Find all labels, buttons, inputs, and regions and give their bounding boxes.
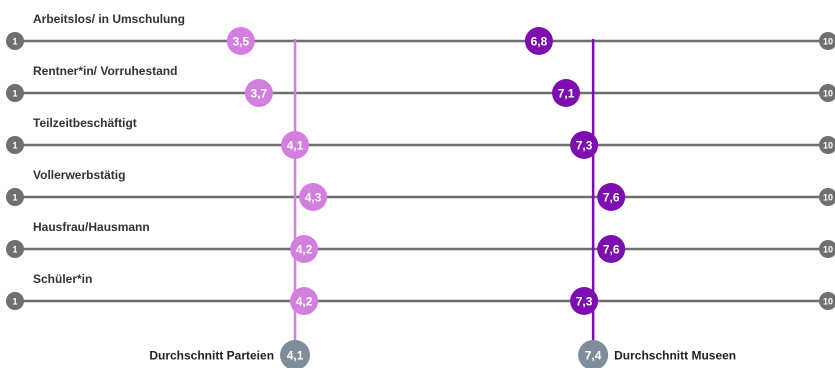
value-bubble-museen xyxy=(597,235,626,263)
value-label-museen: 7,6 xyxy=(603,243,620,257)
value-label-parteien: 3,7 xyxy=(251,87,268,101)
value-bubble-parteien xyxy=(226,27,255,55)
value-label-parteien: 4,2 xyxy=(296,243,313,257)
value-label-parteien: 3,5 xyxy=(232,35,249,49)
scale-min-marker xyxy=(6,136,24,154)
value-label-museen: 7,3 xyxy=(576,295,593,309)
scale-min-marker xyxy=(6,292,24,310)
value-label-parteien: 4,1 xyxy=(287,139,304,153)
average-value-parteien: 4,1 xyxy=(287,349,304,363)
average-value-museen: 7,4 xyxy=(585,349,602,363)
value-label-museen: 7,1 xyxy=(558,87,575,101)
row-label: Vollerwerbstätig xyxy=(33,168,125,182)
scale-max-marker xyxy=(819,32,835,50)
value-label-parteien: 4,3 xyxy=(305,191,322,205)
scale-max-marker xyxy=(819,136,835,154)
scale-min-label: 1 xyxy=(12,297,17,307)
value-bubble-parteien xyxy=(290,235,319,263)
row-label: Hausfrau/Hausmann xyxy=(33,220,150,234)
value-bubble-parteien xyxy=(290,287,319,315)
scale-min-marker xyxy=(6,84,24,102)
scale-max-marker xyxy=(819,292,835,310)
value-bubble-parteien xyxy=(281,131,310,159)
value-bubble-museen xyxy=(570,287,599,315)
value-bubble-museen xyxy=(552,79,581,107)
row-label: Rentner*in/ Vorruhestand xyxy=(33,64,177,78)
value-label-parteien: 4,2 xyxy=(296,295,313,309)
scale-min-marker xyxy=(6,240,24,258)
value-label-museen: 7,3 xyxy=(576,139,593,153)
scale-min-label: 1 xyxy=(12,89,17,99)
row-label: Teilzeitbeschäftigt xyxy=(33,116,137,130)
value-label-museen: 7,6 xyxy=(603,191,620,205)
value-label-museen: 6,8 xyxy=(531,35,548,49)
row-label: Arbeitslos/ in Umschulung xyxy=(33,12,185,26)
average-marker-parteien xyxy=(280,340,311,368)
scale-min-label: 1 xyxy=(12,141,17,151)
scale-min-label: 1 xyxy=(12,193,17,203)
scale-max-label: 10 xyxy=(823,297,833,307)
value-bubble-parteien xyxy=(299,183,328,211)
scale-min-label: 1 xyxy=(12,37,17,47)
scale-min-marker xyxy=(6,32,24,50)
average-label-parteien: Durchschnitt Parteien xyxy=(149,349,274,363)
scale-min-marker xyxy=(6,188,24,206)
scale-max-label: 10 xyxy=(823,193,833,203)
scale-min-label: 1 xyxy=(12,245,17,255)
scale-max-marker xyxy=(819,240,835,258)
average-label-museen: Durchschnitt Museen xyxy=(614,349,736,363)
value-bubble-museen xyxy=(597,183,626,211)
scale-max-label: 10 xyxy=(823,245,833,255)
scale-max-marker xyxy=(819,84,835,102)
scale-max-label: 10 xyxy=(823,89,833,99)
value-bubble-parteien xyxy=(244,79,273,107)
value-bubble-museen xyxy=(570,131,599,159)
scale-max-label: 10 xyxy=(823,141,833,151)
value-bubble-museen xyxy=(524,27,553,55)
scale-max-label: 10 xyxy=(823,37,833,47)
row-label: Schüler*in xyxy=(33,272,92,286)
average-marker-museen xyxy=(578,340,609,368)
scale-max-marker xyxy=(819,188,835,206)
